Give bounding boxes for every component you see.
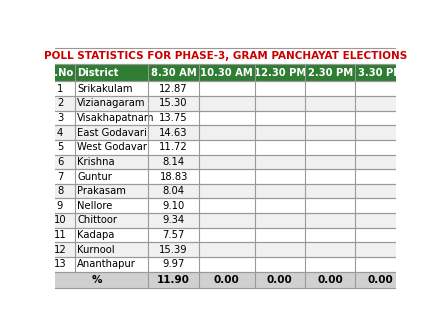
Bar	[45, 242, 406, 257]
Text: 3: 3	[57, 113, 63, 123]
Text: East Godavari: East Godavari	[77, 127, 147, 138]
Text: 8: 8	[57, 186, 63, 196]
Bar	[45, 64, 406, 81]
Text: 9.97: 9.97	[162, 259, 185, 269]
Text: 9: 9	[57, 201, 63, 211]
Text: 13.75: 13.75	[159, 113, 188, 123]
Bar	[45, 257, 406, 272]
Bar	[45, 228, 406, 242]
Text: 7: 7	[57, 172, 63, 182]
Bar	[45, 140, 406, 155]
Text: 12.87: 12.87	[159, 84, 188, 94]
Text: Prakasam: Prakasam	[77, 186, 126, 196]
Bar	[45, 125, 406, 140]
Text: Krishna: Krishna	[77, 157, 115, 167]
Text: Chittoor: Chittoor	[77, 215, 117, 225]
Text: 15.30: 15.30	[159, 98, 188, 108]
Text: 9.34: 9.34	[162, 215, 185, 225]
Text: 7.57: 7.57	[162, 230, 185, 240]
Bar	[45, 169, 406, 184]
Text: 11.72: 11.72	[159, 142, 188, 152]
Text: 1: 1	[57, 84, 63, 94]
Text: 10.30 AM: 10.30 AM	[200, 68, 253, 78]
Text: 2: 2	[57, 98, 63, 108]
Text: 0.00: 0.00	[317, 275, 343, 285]
Text: 6: 6	[57, 157, 63, 167]
Text: Ananthapur: Ananthapur	[77, 259, 136, 269]
Text: S.No: S.No	[47, 68, 73, 78]
Text: 3.30 PM: 3.30 PM	[358, 68, 403, 78]
Text: West Godavari: West Godavari	[77, 142, 150, 152]
Bar	[45, 184, 406, 199]
Text: Guntur: Guntur	[77, 172, 112, 182]
Text: 18.83: 18.83	[159, 172, 188, 182]
Text: 4: 4	[57, 127, 63, 138]
Text: District: District	[77, 68, 119, 78]
Text: 5: 5	[57, 142, 63, 152]
Text: 0.00: 0.00	[214, 275, 239, 285]
Bar	[45, 272, 406, 288]
Text: 2.30 PM: 2.30 PM	[308, 68, 353, 78]
Text: Kadapa: Kadapa	[77, 230, 114, 240]
Text: 8.14: 8.14	[162, 157, 185, 167]
Text: Vizianagaram: Vizianagaram	[77, 98, 146, 108]
Text: 9.10: 9.10	[162, 201, 185, 211]
Text: Nellore: Nellore	[77, 201, 113, 211]
Text: POLL STATISTICS FOR PHASE-3, GRAM PANCHAYAT ELECTIONS: POLL STATISTICS FOR PHASE-3, GRAM PANCHA…	[44, 51, 407, 61]
Text: Kurnool: Kurnool	[77, 245, 115, 255]
Bar	[45, 96, 406, 111]
Bar	[45, 111, 406, 125]
Text: %: %	[92, 275, 102, 285]
Bar	[45, 81, 406, 96]
Text: 11.90: 11.90	[157, 275, 190, 285]
Bar	[45, 47, 406, 64]
Text: 8.30 AM: 8.30 AM	[151, 68, 196, 78]
Bar	[45, 155, 406, 169]
Text: 0.00: 0.00	[368, 275, 393, 285]
Text: 12: 12	[54, 245, 66, 255]
Bar	[45, 199, 406, 213]
Text: 0.00: 0.00	[267, 275, 293, 285]
Text: Srikakulam: Srikakulam	[77, 84, 132, 94]
Bar	[45, 213, 406, 228]
Text: 12.30 PM: 12.30 PM	[253, 68, 306, 78]
Text: 8.04: 8.04	[162, 186, 184, 196]
Text: 14.63: 14.63	[159, 127, 188, 138]
Text: 13: 13	[54, 259, 66, 269]
Text: 11: 11	[54, 230, 66, 240]
Text: Visakhapatnam: Visakhapatnam	[77, 113, 154, 123]
Text: 10: 10	[54, 215, 66, 225]
Text: 15.39: 15.39	[159, 245, 188, 255]
